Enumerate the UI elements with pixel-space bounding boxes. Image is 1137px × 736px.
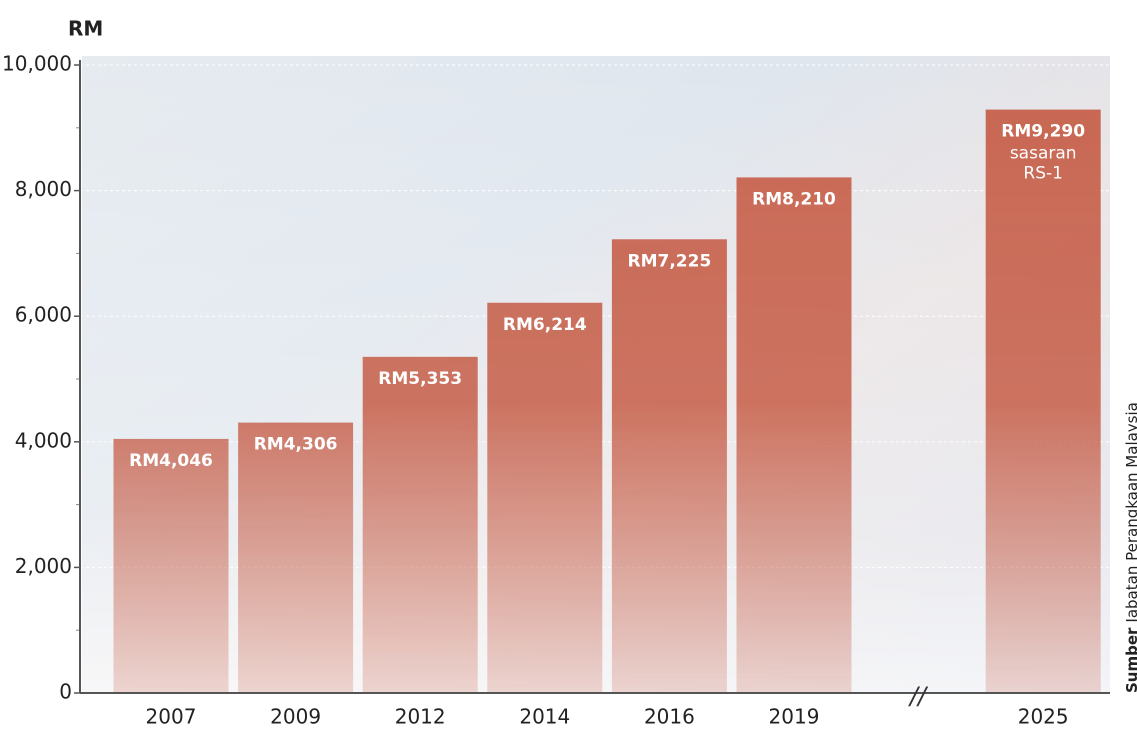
bar [363, 357, 478, 693]
x-tick-label: 2016 [644, 705, 695, 729]
y-tick-label: 4,000 [15, 428, 72, 452]
bar [114, 439, 229, 693]
bar [986, 110, 1101, 693]
x-tick-label: 2019 [769, 705, 820, 729]
y-tick-label: 10,000 [2, 52, 72, 76]
y-tick-label: 2,000 [15, 554, 72, 578]
value-label: RM5,353 [378, 369, 462, 389]
bar [238, 423, 353, 693]
x-tick-label: 2025 [1018, 705, 1069, 729]
value-label: RM9,290 [1001, 122, 1085, 142]
value-label: RM4,306 [254, 435, 338, 455]
x-tick-label: 2007 [146, 705, 197, 729]
source-text: Jabatan Perangkaan Malaysia [1123, 402, 1137, 623]
y-axis-label: RM [68, 17, 103, 41]
value-label: RM7,225 [628, 251, 712, 271]
y-tick-label: 0 [59, 680, 72, 704]
bar [737, 177, 852, 693]
y-tick-label: 6,000 [15, 303, 72, 327]
y-tick-label: 8,000 [15, 177, 72, 201]
value-label: RM6,214 [503, 315, 587, 335]
bar [487, 303, 602, 693]
value-label: RM8,210 [752, 189, 836, 209]
source: Sumber Jabatan Perangkaan Malaysia [1123, 402, 1137, 693]
value-label: RM4,046 [129, 451, 213, 471]
x-tick-label: 2014 [519, 705, 570, 729]
x-tick-label: 2012 [395, 705, 446, 729]
axis-break: // [908, 682, 929, 710]
source-label: Sumber [1123, 627, 1137, 693]
x-tick-label: 2009 [270, 705, 321, 729]
bar [612, 239, 727, 693]
